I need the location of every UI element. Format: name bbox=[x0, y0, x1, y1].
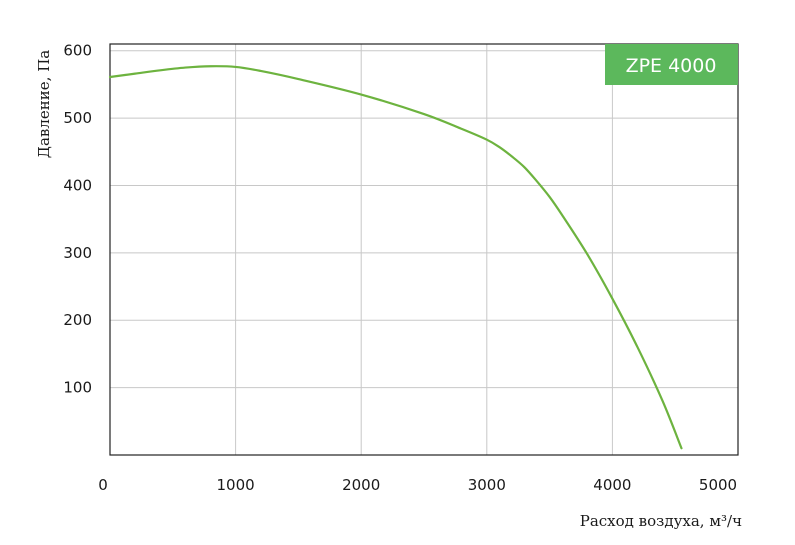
x-tick-label: 2000 bbox=[342, 476, 380, 494]
series-layer bbox=[108, 65, 683, 450]
x-axis-ticks: 0 1000 2000 3000 4000 5000 bbox=[98, 476, 737, 494]
y-tick-label: 100 bbox=[63, 379, 92, 397]
y-tick-label: 600 bbox=[63, 42, 92, 60]
y-tick-label: 500 bbox=[63, 109, 92, 127]
y-tick-label: 400 bbox=[63, 176, 92, 194]
grid-lines bbox=[110, 44, 738, 455]
x-tick-label: 4000 bbox=[593, 476, 631, 494]
y-tick-label: 300 bbox=[63, 244, 92, 262]
series-line bbox=[108, 65, 683, 450]
x-tick-label: 5000 bbox=[699, 476, 737, 494]
legend-label: ZPE 4000 bbox=[626, 55, 717, 77]
plot-area-frame bbox=[109, 43, 739, 456]
y-tick-label: 200 bbox=[63, 311, 92, 329]
y-axis-label: Давление, Па bbox=[35, 50, 53, 158]
x-axis-label: Расход воздуха, м³/ч bbox=[580, 512, 742, 530]
legend: ZPE 4000 bbox=[605, 44, 738, 85]
legend-badge bbox=[605, 44, 738, 85]
y-axis-ticks: 100 200 300 400 500 600 bbox=[63, 42, 92, 397]
x-tick-label: 0 bbox=[98, 476, 108, 494]
x-tick-label: 3000 bbox=[468, 476, 506, 494]
x-tick-label: 1000 bbox=[217, 476, 255, 494]
